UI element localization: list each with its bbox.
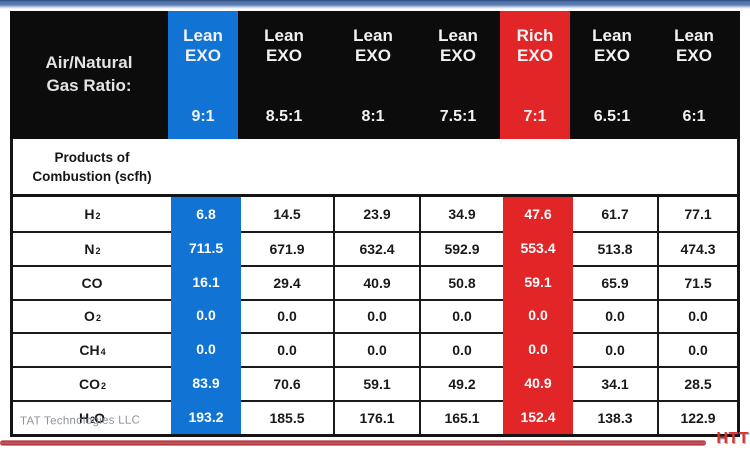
data-cell: 0.0 bbox=[333, 298, 419, 333]
data-cell: 513.8 bbox=[573, 230, 657, 265]
header-ratio-value: 6.5:1 bbox=[593, 108, 631, 125]
data-cell: 65.9 bbox=[573, 264, 657, 299]
header-ratio-value: 6:1 bbox=[682, 108, 706, 125]
bottom-red-divider bbox=[0, 440, 706, 446]
header-ratio-value: 7:1 bbox=[523, 108, 547, 125]
ratio-header-title: Air/Natural Gas Ratio: bbox=[10, 11, 168, 139]
watermark-text: TAT Technologies LLC bbox=[19, 414, 141, 428]
header-column-9-1: Lean EXO 9:1 bbox=[168, 11, 238, 139]
data-cell: 0.0 bbox=[657, 332, 737, 367]
header-ratio-value: 8.5:1 bbox=[265, 108, 303, 125]
data-cell: 193.2 bbox=[171, 400, 241, 434]
data-cell: 77.1 bbox=[657, 197, 737, 231]
data-cell: 23.9 bbox=[333, 197, 419, 231]
data-cell: 16.1 bbox=[171, 264, 241, 299]
data-cell: 0.0 bbox=[171, 332, 241, 367]
data-cell: 0.0 bbox=[171, 298, 241, 333]
data-cell: 40.9 bbox=[503, 366, 573, 401]
data-cell: 49.2 bbox=[419, 366, 503, 401]
data-cell: 28.5 bbox=[657, 366, 737, 401]
data-cell: 0.0 bbox=[573, 298, 657, 333]
header-column-8-5-1: Lean EXO 8.5:1 bbox=[238, 11, 330, 139]
header-column-7-5-1: Lean EXO 7.5:1 bbox=[416, 11, 500, 139]
data-cell: 0.0 bbox=[657, 298, 737, 333]
data-cell: 671.9 bbox=[241, 230, 333, 265]
data-cell: 711.5 bbox=[171, 230, 241, 265]
products-of-combustion-row: Products of Combustion (scfh) bbox=[13, 139, 737, 194]
row-label: CO 2 bbox=[13, 366, 171, 400]
data-cell: 50.8 bbox=[419, 264, 503, 299]
data-cell: 71.5 bbox=[657, 264, 737, 299]
data-cell: 0.0 bbox=[503, 332, 573, 367]
data-cell: 59.1 bbox=[333, 366, 419, 401]
data-cell: 34.1 bbox=[573, 366, 657, 400]
data-cell: 40.9 bbox=[333, 264, 419, 299]
products-of-combustion-label: Products of Combustion (scfh) bbox=[13, 147, 171, 185]
header-column-7-1: Rich EXO 7:1 bbox=[500, 11, 570, 139]
header-exo-type: Lean EXO bbox=[592, 26, 632, 66]
table-body-frame: Products of Combustion (scfh) H 2 6.8 14.5 2… bbox=[10, 139, 740, 437]
data-cell: 592.9 bbox=[419, 230, 503, 265]
ratio-header-row: Air/Natural Gas Ratio: Lean EXO 9:1 Lean EXO… bbox=[10, 11, 740, 139]
header-exo-type: Lean EXO bbox=[183, 26, 223, 66]
data-cell: 0.0 bbox=[241, 298, 333, 333]
data-cell: 122.9 bbox=[657, 400, 737, 434]
header-ratio-value: 9:1 bbox=[191, 108, 215, 125]
data-cell: 14.5 bbox=[273, 205, 301, 222]
data-cell: 61.7 bbox=[601, 205, 629, 222]
data-cell: 0.0 bbox=[419, 332, 503, 367]
header-exo-type: Rich EXO bbox=[516, 26, 554, 66]
top-accent-bar bbox=[0, 0, 750, 9]
data-cell: 176.1 bbox=[333, 400, 419, 434]
data-cell: 0.0 bbox=[241, 332, 333, 366]
data-cell: 47.6 bbox=[503, 197, 573, 231]
header-exo-type: Lean EXO bbox=[264, 26, 304, 66]
header-exo-type: Lean EXO bbox=[353, 26, 393, 66]
header-exo-type: Lean EXO bbox=[674, 26, 714, 66]
data-cell: 0.0 bbox=[503, 298, 573, 333]
data-cell: 0.0 bbox=[419, 298, 503, 333]
header-column-8-1: Lean EXO 8:1 bbox=[330, 11, 416, 139]
data-cell: 474.3 bbox=[657, 230, 737, 265]
data-cell: 138.3 bbox=[573, 400, 657, 434]
data-cell: 0.0 bbox=[333, 332, 419, 367]
data-cell: 6.8 bbox=[171, 197, 241, 231]
data-cell: 83.9 bbox=[171, 366, 241, 401]
row-label: CO bbox=[13, 264, 171, 299]
data-cell: 34.9 bbox=[419, 197, 503, 231]
data-cell: 0.0 bbox=[573, 332, 657, 366]
htt-logo: HTT bbox=[716, 430, 749, 447]
data-cell: 553.4 bbox=[503, 230, 573, 265]
data-cell: 152.4 bbox=[503, 400, 573, 434]
data-cell: 29.4 bbox=[241, 264, 333, 299]
data-cell: 70.6 bbox=[241, 366, 333, 400]
header-exo-type: Lean EXO bbox=[438, 26, 478, 66]
ratio-header-title-line1: Air/Natural bbox=[45, 53, 133, 73]
header-ratio-value: 8:1 bbox=[361, 108, 385, 125]
data-cell: 165.1 bbox=[419, 400, 503, 434]
header-column-6-5-1: Lean EXO 6.5:1 bbox=[570, 11, 654, 139]
data-cell: 185.5 bbox=[241, 400, 333, 434]
header-column-6-1: Lean EXO 6:1 bbox=[654, 11, 734, 139]
products-label-line2: Combustion (scfh) bbox=[32, 168, 152, 184]
ratio-header-title-line2: Gas Ratio: bbox=[46, 76, 132, 95]
row-label: CH 4 bbox=[13, 332, 171, 366]
combustion-table: Air/Natural Gas Ratio: Lean EXO 9:1 Lean EXO… bbox=[10, 11, 740, 437]
data-grid: H 2 6.8 14.5 23.9 34.9 47.6 61.7 77.1 N 2 711.5 671.… bbox=[13, 194, 737, 434]
header-ratio-value: 7.5:1 bbox=[439, 108, 477, 125]
data-cell: 59.1 bbox=[503, 264, 573, 299]
data-cell: 632.4 bbox=[333, 230, 419, 265]
products-label-line1: Products of bbox=[54, 150, 130, 166]
